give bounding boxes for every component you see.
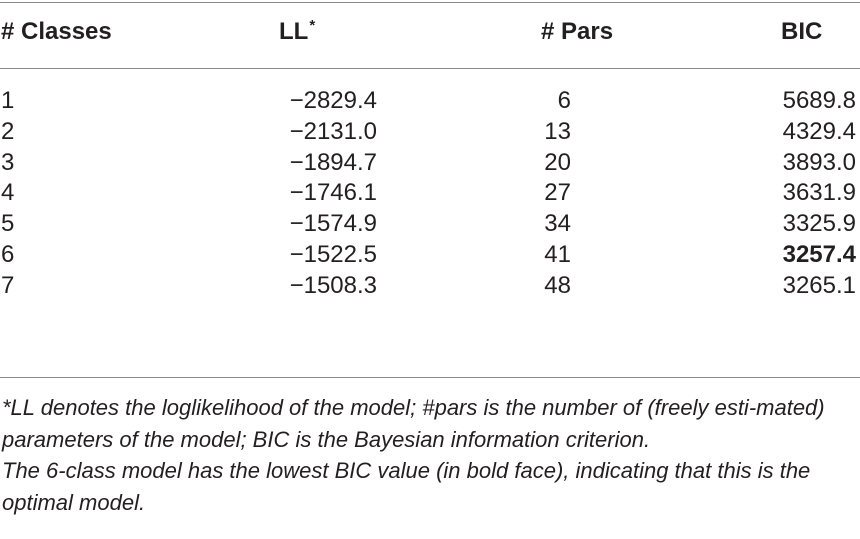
header-classes: # Classes <box>1 18 112 45</box>
cell-ll: −1508.3 <box>289 272 377 299</box>
cell-ll: −1894.7 <box>289 149 377 176</box>
cell-bic: 3257.4 <box>782 241 856 268</box>
cell-pars: 48 <box>544 272 571 299</box>
cell-bic: 4329.4 <box>782 118 856 145</box>
cell-classes: 2 <box>1 118 15 145</box>
cell-bic: 3893.0 <box>782 149 856 176</box>
header-ll: LL* <box>279 17 316 46</box>
table-header-rule <box>0 68 860 69</box>
cell-ll: −1746.1 <box>289 179 377 206</box>
footnote-definitions: *LL denotes the loglikelihood of the mod… <box>2 395 825 452</box>
table-bottom-rule <box>0 377 860 378</box>
footnote-optimal-model: The 6-class model has the lowest BIC val… <box>2 458 811 515</box>
cell-classes: 1 <box>1 87 15 114</box>
cell-ll: −1574.9 <box>289 210 377 237</box>
header-bic: BIC <box>781 18 823 45</box>
cell-bic: 3631.9 <box>782 179 856 206</box>
header-ll-text: LL <box>279 18 309 45</box>
header-ll-asterisk: * <box>309 17 316 34</box>
cell-pars: 13 <box>544 118 571 145</box>
header-pars: # Pars <box>541 18 614 45</box>
cell-bic: 3325.9 <box>782 210 856 237</box>
cell-pars: 34 <box>544 210 571 237</box>
cell-pars: 6 <box>557 87 571 114</box>
cell-ll: −1522.5 <box>289 241 377 268</box>
cell-bic: 3265.1 <box>782 272 856 299</box>
cell-ll: −2131.0 <box>289 118 377 145</box>
cell-classes: 3 <box>1 149 15 176</box>
cell-pars: 27 <box>544 179 571 206</box>
cell-classes: 7 <box>1 272 15 299</box>
cell-ll: −2829.4 <box>289 87 377 114</box>
cell-classes: 5 <box>1 210 15 237</box>
cell-pars: 41 <box>544 241 571 268</box>
table-footnotes: *LL denotes the loglikelihood of the mod… <box>2 392 858 518</box>
table-top-rule <box>0 2 860 3</box>
cell-classes: 6 <box>1 241 15 268</box>
cell-bic: 5689.8 <box>782 87 856 114</box>
cell-pars: 20 <box>544 149 571 176</box>
cell-classes: 4 <box>1 179 15 206</box>
